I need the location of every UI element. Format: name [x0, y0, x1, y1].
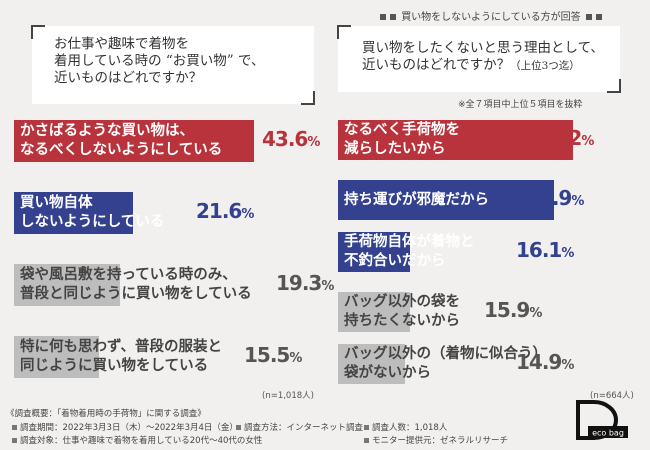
bar-label: かさばるような買い物は、なるべくしないようにしている [20, 122, 222, 160]
bar [14, 264, 121, 306]
survey-item: 調査期間：2022年3月3日（木）〜2022年3月4日（金） [12, 421, 238, 433]
bar [338, 120, 573, 160]
eco-bag-logo: eco bag [576, 400, 628, 440]
left-question-line: お仕事や趣味で着物を [54, 36, 189, 52]
logo-text: eco bag [592, 429, 624, 438]
bullet-icon [12, 425, 17, 430]
bullet-icon [364, 425, 369, 430]
bar-label-line: 減らしたいから [344, 141, 446, 157]
bar-label: なるべく手荷物を 減らしたいから [344, 121, 460, 159]
excerpt-note: ※全７項目中上位５項目を抜粋 [458, 100, 583, 110]
value-label: 19.3% [276, 271, 334, 295]
survey-item: モニター提供元：ゼネラルリサーチ [364, 434, 508, 446]
value-label: 16.1% [516, 238, 574, 262]
bar-label: バッグ以外の袋を 持ちたくないから [344, 293, 460, 331]
bar-label-line: 手荷物自体が着物と [344, 234, 475, 250]
right-question-suffix: （上位3つ迄） [510, 60, 580, 72]
left-question-line: 近いものはどれですか？ [54, 70, 203, 86]
bar [338, 180, 554, 220]
square-icon [380, 14, 386, 20]
bar-label-line: しないようにしている [20, 214, 165, 230]
bar-label: バッグ以外の（着物に似合う） 袋がないから [344, 345, 547, 383]
value-label: 52.2% [536, 126, 594, 150]
bar-label-line: 買い物自体 [20, 195, 93, 211]
bar [338, 232, 411, 272]
bullet-icon [236, 425, 241, 430]
bar-label: 手荷物自体が着物と 不釣合いだから [344, 233, 475, 271]
square-icon [390, 14, 396, 20]
bar [14, 192, 133, 234]
survey-item: 調査方法：インターネット調査 [236, 421, 363, 433]
bar-label-line: かさばるような買い物は、 [20, 123, 194, 139]
bar [14, 336, 100, 378]
survey-title: 《調査概要：「着物着用時の手荷物」に関する調査》 [6, 409, 206, 419]
bar-label-line: 特に何も思わず、普段の服装と [20, 339, 222, 355]
square-icon [595, 14, 602, 20]
left-question-line: 着用している時の “お買い物” で、 [54, 53, 265, 69]
value-label: 14.9% [516, 350, 574, 374]
bullet-icon [364, 438, 369, 443]
survey-item: 調査対象：仕事や趣味で着物を着用している20代〜40代の女性 [12, 434, 262, 446]
square-icon [585, 14, 592, 20]
right-question-line: 買い物をしたくないと思う理由として、 [362, 40, 604, 56]
bar-label-line: なるべく手荷物を [344, 122, 460, 138]
bar-label: 特に何も思わず、普段の服装と 同じように買い物をしている [20, 338, 222, 376]
bar-label-line: 普段と同じように買い物をしている [20, 286, 252, 302]
right-sample-size: (n=664人) [590, 391, 634, 401]
bar-label-line: 持ち運びが邪魔だから [344, 191, 489, 208]
bar-label-line: 持ちたくないから [344, 313, 460, 329]
bar-label-line: 同じように買い物をしている [20, 358, 209, 374]
left-sample-size: (n=1,018人) [262, 391, 314, 401]
bar [338, 292, 410, 332]
left-question-box: お仕事や趣味で着物を 着用している時の “お買い物” で、 近いものはどれですか… [31, 25, 315, 105]
value-label: 43.6% [262, 127, 320, 151]
banner-text: 買い物をしないようにしている方が回答 [401, 12, 581, 23]
bar-label-line: 不釣合いだから [344, 253, 446, 269]
bar [14, 120, 254, 162]
bar-label: 買い物自体しないようにしている [20, 194, 164, 232]
value-label: 47.9% [526, 186, 584, 210]
bar-label: 袋や風呂敷を持っている時のみ、 普段と同じように買い物をしている [20, 266, 252, 304]
right-question-line: 近いものはどれですか？ [362, 57, 511, 73]
bar-label: 持ち運びが邪魔だから [344, 191, 489, 210]
bar [338, 344, 406, 384]
value-label: 15.9% [484, 298, 542, 322]
survey-item: 調査人数：1,018人 [364, 421, 447, 433]
bar-label-line: バッグ以外の袋を [344, 294, 460, 310]
bar-label-line: 袋や風呂敷を持っている時のみ、 [20, 267, 237, 283]
bullet-icon [12, 438, 17, 443]
value-label: 15.5% [244, 343, 302, 367]
respondent-banner: 買い物をしないようにしている方が回答 [378, 8, 604, 23]
bar-label-line: 袋がないから [344, 365, 431, 381]
bar-label-line: なるべくしないようにしている [20, 142, 223, 158]
bar-label-line: バッグ以外の（着物に似合う） [344, 346, 547, 362]
right-question-box: 買い物をしたくないと思う理由として、 近いものはどれですか？（上位3つ迄） [337, 25, 621, 93]
value-label: 21.6% [196, 199, 254, 223]
